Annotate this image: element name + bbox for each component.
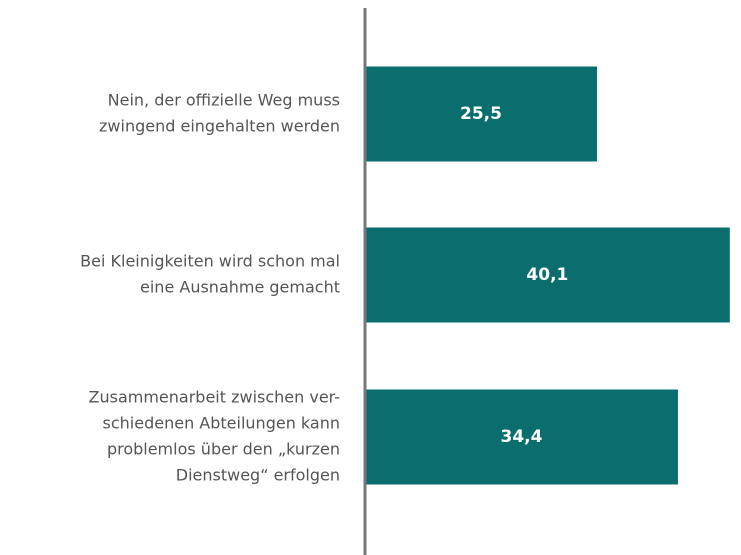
category-label: problemlos über den „kurzen [107,440,340,459]
bar [365,66,597,162]
category-label: zwingend eingehalten werden [99,117,340,136]
value-label: 34,4 [501,427,543,447]
category-label: Bei Kleinigkeiten wird schon mal [80,252,340,271]
value-label: 40,1 [526,265,568,285]
category-label: Zusammenarbeit zwischen ver- [89,388,341,407]
category-label: Dienstweg“ erfolgen [176,466,340,485]
category-label: schiedenen Abteilungen kann [103,414,340,433]
value-label: 25,5 [460,104,502,124]
category-label: eine Ausnahme gemacht [140,278,340,297]
bar [365,389,678,485]
category-label: Nein, der offizielle Weg muss [108,91,340,110]
bar [365,227,730,323]
